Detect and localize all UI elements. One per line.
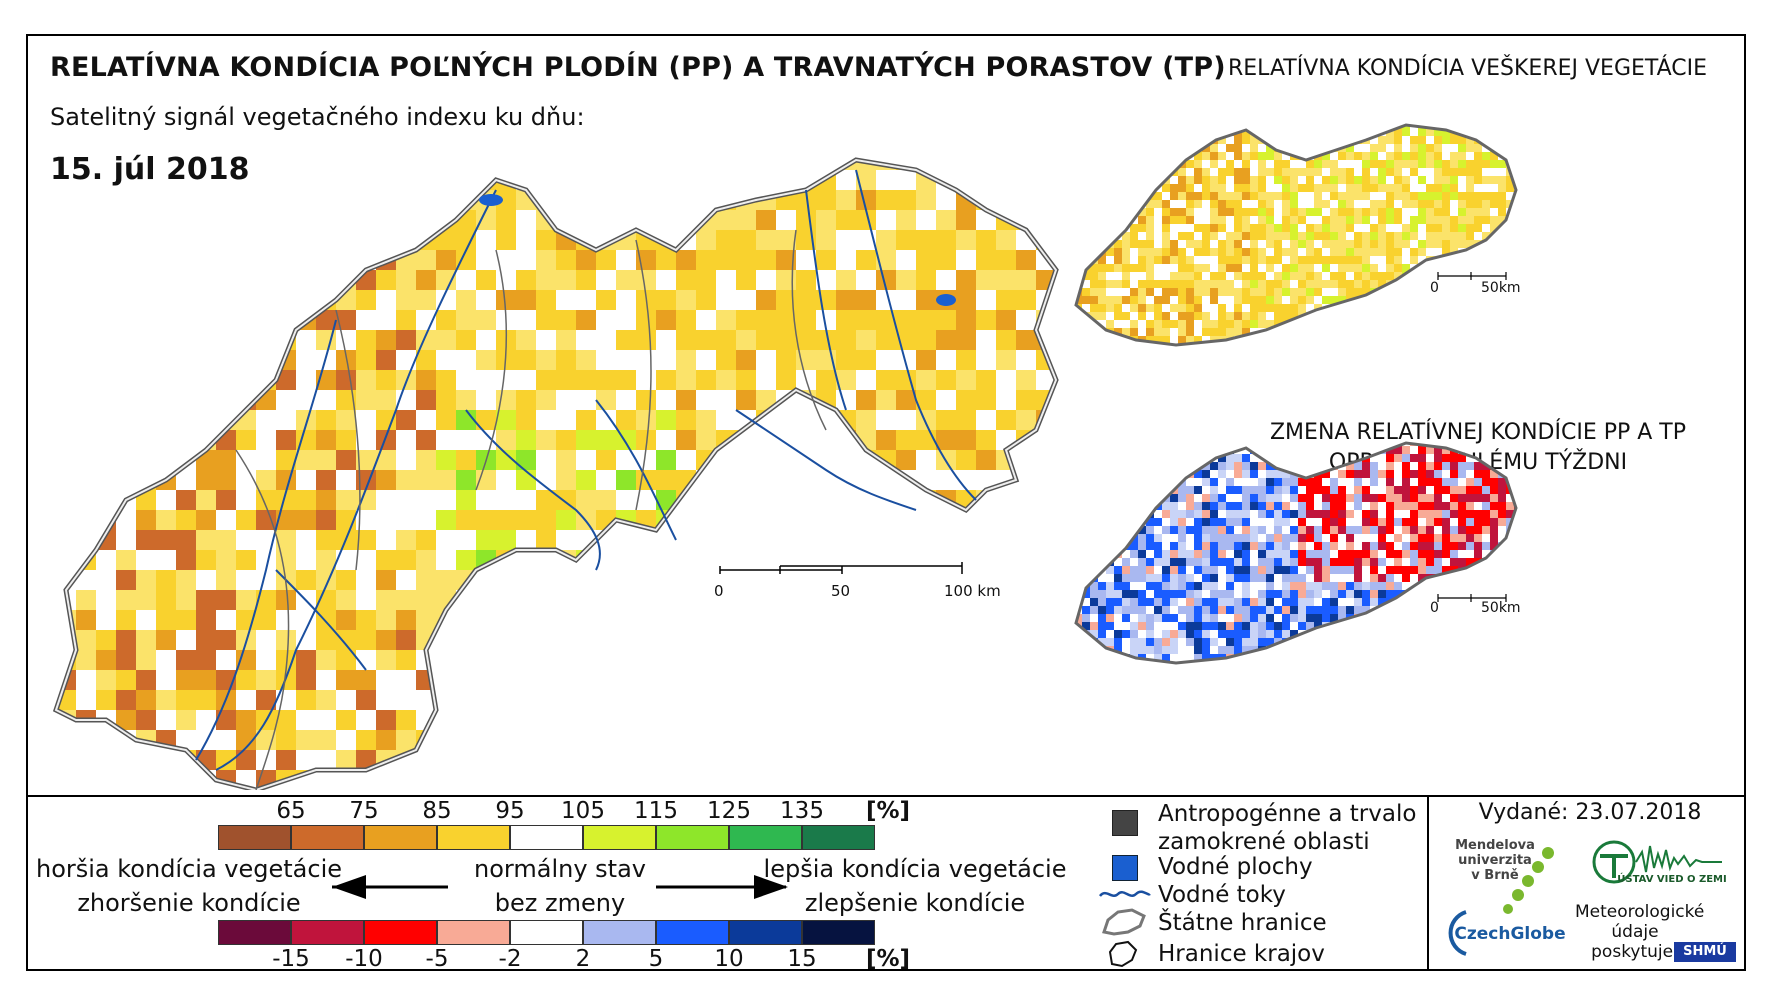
worse-label: horšia kondícia vegetácie zhoršenie kond… [35, 855, 343, 917]
ustav-logo-icon [1592, 840, 1722, 884]
legend-separator [26, 795, 1746, 797]
scale-label-100: 100 km [944, 582, 1001, 600]
scale-swatch [656, 920, 729, 945]
arrow-right-icon [754, 875, 788, 899]
scale-tick-label: -2 [498, 946, 522, 972]
scale-swatch [218, 825, 291, 850]
scale-swatch [364, 825, 437, 850]
arrow-left-icon [332, 875, 366, 899]
ustav-logo-text: ÚSTAV VIED O ZEMI [1617, 874, 1727, 885]
scale-tick-label: 85 [422, 798, 452, 824]
scale-swatch [437, 825, 510, 850]
scale-swatch [510, 920, 583, 945]
water-body-swatch-icon [1112, 855, 1138, 881]
state-border-label: Štátne hranice [1158, 910, 1327, 936]
scale-tick-label: 2 [575, 946, 591, 972]
scale-tick-label: 95 [495, 798, 525, 824]
scale-swatch [729, 920, 802, 945]
subtitle: Satelitný signál vegetačného indexu ku d… [50, 103, 585, 131]
meteo-credit: Meteorologické údaje poskytuje: [1575, 902, 1705, 962]
better-label: lepšia kondícia vegetácie zlepšenie kond… [763, 855, 1067, 917]
shmu-logo: SHMÚ [1674, 942, 1736, 962]
change-unit: [%] [866, 946, 911, 972]
inset1-scalebar [1437, 272, 1507, 280]
river-line-icon [1099, 890, 1151, 897]
scale-tick-label: 15 [787, 946, 817, 972]
scale-swatch [291, 920, 364, 945]
main-water-bodies [479, 194, 956, 306]
scale-tick-label: 115 [634, 798, 678, 824]
region-border-icon [1108, 940, 1138, 968]
credits-separator [1427, 795, 1429, 971]
czechglobe-logo: CzechGlobe [1454, 924, 1566, 944]
legend-arrows [332, 875, 788, 899]
scale-tick-label: -10 [345, 946, 383, 972]
anthropogenic-label: Antropogénne a trvalo zamokrené oblasti [1158, 801, 1417, 855]
rivers-label: Vodné toky [1158, 882, 1286, 908]
vegetation-inset-title: RELATÍVNA KONDÍCIA VEŠKEREJ VEGETÁCIE [1228, 56, 1708, 81]
state-border-icon [1102, 908, 1146, 936]
scale-swatch [510, 825, 583, 850]
main-condition-map [36, 150, 1176, 790]
condition-color-scale [218, 825, 875, 850]
vegetation-inset-map [1074, 123, 1518, 347]
scale-tick-label: 135 [780, 798, 824, 824]
czechglobe-arc-icon [1448, 910, 1467, 956]
normal-label: normálny stav bez zmeny [474, 855, 646, 917]
scale-tick-label: 10 [714, 946, 744, 972]
scale-swatch [364, 920, 437, 945]
change-inset-map [1074, 441, 1518, 665]
scale-swatch [583, 920, 656, 945]
scale-tick-label: 5 [648, 946, 664, 972]
scale-tick-label: 105 [561, 798, 605, 824]
issued-date: Vydané: 23.07.2018 [1478, 800, 1702, 825]
scale-tick-label: 65 [276, 798, 306, 824]
scale-tick-label: -5 [425, 946, 449, 972]
scale-swatch [802, 825, 875, 850]
scale-swatch [218, 920, 291, 945]
region-borders [235, 229, 827, 790]
scale-label-50: 50 [831, 582, 851, 600]
page-title: RELATÍVNA KONDÍCIA POĽNÝCH PLODÍN (PP) A… [50, 52, 1226, 83]
scale-swatch [583, 825, 656, 850]
mendel-dots-icon [1503, 847, 1554, 914]
water-bodies-label: Vodné plochy [1158, 854, 1313, 880]
condition-unit: [%] [866, 798, 911, 824]
region-border-label: Hranice krajov [1158, 941, 1325, 967]
scale-swatch [802, 920, 875, 945]
scale-swatch [437, 920, 510, 945]
change-color-scale [218, 920, 875, 945]
scale-tick-label: 75 [349, 798, 379, 824]
scale-swatch [656, 825, 729, 850]
scale-tick-label: -15 [272, 946, 310, 972]
scale-swatch [729, 825, 802, 850]
mendel-logo: Mendelova univerzita v Brně [1455, 838, 1535, 883]
scale-swatch [291, 825, 364, 850]
date-label: 15. júl 2018 [50, 152, 250, 187]
main-rivers [195, 169, 977, 771]
scale-tick-label: 125 [707, 798, 751, 824]
map-frame [26, 34, 1746, 971]
inset2-scalebar [1437, 594, 1507, 602]
main-scalebar [719, 562, 963, 574]
scale-label-0: 0 [714, 582, 724, 600]
anthropogenic-swatch-icon [1112, 810, 1138, 836]
